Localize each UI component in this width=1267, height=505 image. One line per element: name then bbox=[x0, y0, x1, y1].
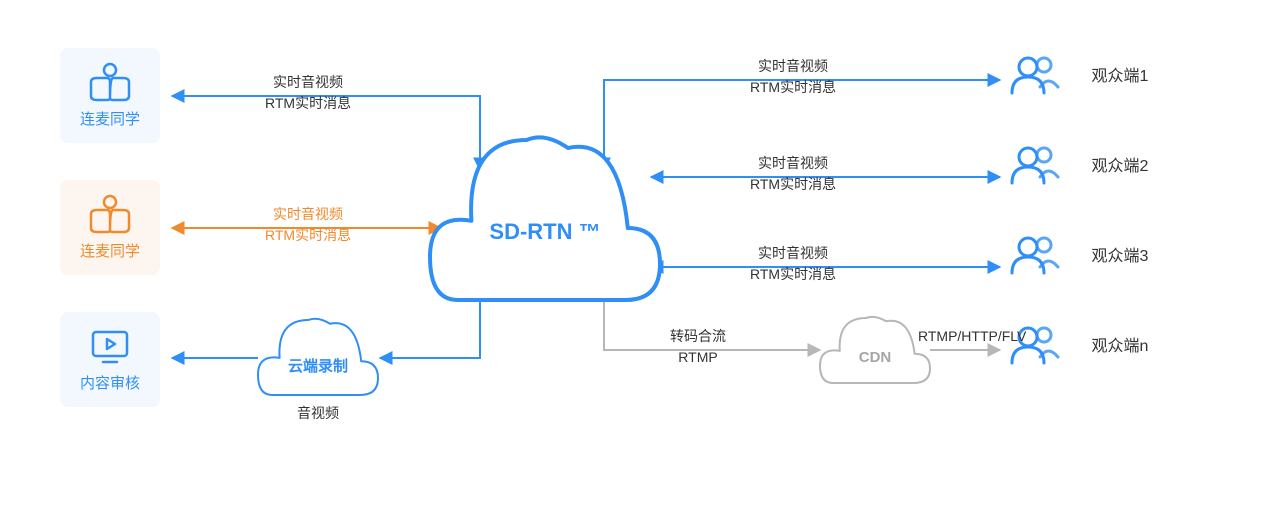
edge-label-top: 实时音视频 bbox=[265, 204, 351, 225]
edge-label-top: 转码合流 bbox=[670, 326, 726, 347]
edge-label-e-a2: 实时音视频RTM实时消息 bbox=[750, 153, 836, 195]
left-node-label: 连麦同学 bbox=[80, 108, 140, 129]
edge-label-bottom: RTM实时消息 bbox=[750, 174, 836, 195]
audience-aud3: 观众端3 bbox=[1012, 238, 1149, 273]
monitor-play-icon bbox=[87, 326, 133, 366]
audience-label: 观众端1 bbox=[1092, 67, 1149, 85]
edge-label-e-cdn-in: 转码合流RTMP bbox=[670, 326, 726, 368]
edge-label-bottom: RTM实时消息 bbox=[750, 77, 836, 98]
edge-label-bottom: RTM实时消息 bbox=[265, 225, 351, 246]
edge-label-top: 实时音视频 bbox=[750, 243, 836, 264]
left-node-review: 内容审核 bbox=[60, 312, 160, 407]
edge-label-top: RTMP/HTTP/FLV bbox=[918, 326, 1026, 347]
center-label: SD-RTN ™ bbox=[489, 219, 600, 244]
audience-audn: 观众端n bbox=[1012, 328, 1148, 363]
cloudrec-label: 云端录制 bbox=[288, 357, 348, 375]
left-node-student2: 连麦同学 bbox=[60, 180, 160, 275]
edge-label-bottom: RTM实时消息 bbox=[265, 93, 351, 114]
edge-label-e-s2: 实时音视频RTM实时消息 bbox=[265, 204, 351, 246]
audience-label: 观众端2 bbox=[1092, 157, 1149, 175]
cloudrec-sublabel: 音视频 bbox=[258, 403, 378, 423]
edge-label-e-a3: 实时音视频RTM实时消息 bbox=[750, 243, 836, 285]
edge-label-e-a1: 实时音视频RTM实时消息 bbox=[750, 56, 836, 98]
audience-aud2: 观众端2 bbox=[1012, 148, 1149, 183]
edge-label-top: 实时音视频 bbox=[750, 56, 836, 77]
audience-aud1: 观众端1 bbox=[1012, 58, 1149, 93]
edge-label-top: 实时音视频 bbox=[265, 72, 351, 93]
edge-label-e-cdn-out: RTMP/HTTP/FLV bbox=[918, 326, 1026, 347]
edge-label-top: 实时音视频 bbox=[750, 153, 836, 174]
cdn-label: CDN bbox=[859, 349, 892, 366]
left-node-label: 内容审核 bbox=[80, 372, 140, 393]
book-person-icon bbox=[87, 62, 133, 102]
book-person-icon bbox=[87, 194, 133, 234]
left-node-student1: 连麦同学 bbox=[60, 48, 160, 143]
edge-label-bottom: RTMP bbox=[670, 347, 726, 368]
audience-label: 观众端n bbox=[1092, 337, 1149, 355]
audience-label: 观众端3 bbox=[1092, 247, 1149, 265]
cloudrec-cloud bbox=[258, 319, 378, 395]
left-node-label: 连麦同学 bbox=[80, 240, 140, 261]
edge-label-bottom: RTM实时消息 bbox=[750, 264, 836, 285]
edge-label-e-s1: 实时音视频RTM实时消息 bbox=[265, 72, 351, 114]
